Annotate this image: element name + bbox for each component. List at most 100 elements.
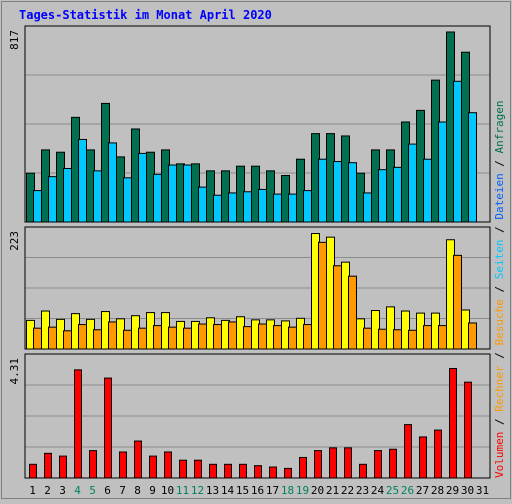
bar-besuche-24 (378, 328, 387, 350)
x-tick-label: 15 (236, 484, 249, 497)
bar-besuche-28 (438, 325, 447, 350)
ymax-label: 4.31 (8, 358, 21, 385)
legend-besuche: Besuche (493, 299, 506, 345)
bar-besuche-20 (318, 241, 327, 350)
bar-besuche-9 (153, 325, 162, 350)
bar-dateien-5 (93, 170, 102, 223)
bar-volumen-15 (239, 463, 247, 479)
bar-besuche-15 (243, 326, 252, 350)
bar-volumen-19 (299, 456, 307, 479)
x-tick-label: 24 (371, 484, 385, 497)
x-tick-label: 16 (251, 484, 264, 497)
x-tick-label: 1 (29, 484, 36, 497)
bar-dateien-26 (408, 143, 417, 223)
bar-besuche-6 (108, 321, 117, 350)
bar-volumen-20 (314, 450, 322, 479)
bar-dateien-29 (453, 80, 462, 223)
x-tick-label: 12 (191, 484, 204, 497)
bar-volumen-9 (149, 455, 157, 479)
legend-seiten: Seiten (493, 240, 506, 280)
bar-volumen-30 (464, 381, 472, 479)
bar-dateien-7 (123, 177, 132, 223)
bar-dateien-1 (33, 190, 42, 223)
legend-volumen: Volumen (493, 432, 506, 478)
panel-frame (24, 25, 491, 223)
x-tick-label: 26 (401, 484, 414, 497)
bar-dateien-11 (183, 164, 192, 223)
legend-rechner: Rechner (493, 365, 506, 412)
ymax-label: 817 (8, 30, 21, 50)
bar-dateien-28 (438, 121, 447, 223)
x-tick-label: 10 (161, 484, 174, 497)
x-tick-label: 27 (416, 484, 429, 497)
bar-dateien-15 (243, 191, 252, 223)
bar-besuche-16 (258, 323, 267, 350)
legend-dateien: Dateien (493, 173, 506, 219)
bar-besuche-22 (348, 275, 357, 350)
x-tick-label: 20 (311, 484, 324, 497)
bar-volumen-24 (374, 450, 382, 479)
bar-besuche-5 (93, 329, 102, 350)
bar-dateien-25 (393, 166, 402, 223)
bar-besuche-11 (183, 327, 192, 350)
x-tick-label: 31 (476, 484, 489, 497)
bar-dateien-23 (363, 192, 372, 223)
x-tick-label: 14 (221, 484, 235, 497)
side-legend: Volumen / Rechner / Besuche / Seiten / D… (493, 100, 506, 478)
bar-volumen-3 (59, 455, 67, 479)
x-tick-label: 23 (356, 484, 369, 497)
bar-dateien-3 (63, 168, 72, 223)
bar-besuche-8 (138, 327, 147, 350)
bar-besuche-29 (453, 254, 462, 350)
legend-separator: / (493, 220, 506, 240)
bar-volumen-1 (29, 463, 37, 479)
bar-volumen-12 (194, 459, 202, 479)
bar-volumen-29 (449, 367, 457, 479)
bar-volumen-6 (104, 377, 112, 479)
x-tick-label: 6 (104, 484, 111, 497)
bar-dateien-12 (198, 186, 207, 223)
bar-volumen-2 (44, 452, 52, 479)
bar-dateien-4 (78, 138, 87, 223)
chart-title: Tages-Statistik im Monat April 2020 (19, 8, 272, 22)
x-tick-label: 8 (134, 484, 141, 497)
bar-volumen-10 (164, 451, 172, 479)
bar-besuche-3 (63, 330, 72, 350)
bar-besuche-23 (363, 327, 372, 350)
x-tick-label: 17 (266, 484, 279, 497)
bar-dateien-19 (303, 190, 312, 223)
bar-besuche-26 (408, 329, 417, 350)
bar-dateien-13 (213, 194, 222, 223)
bar-besuche-30 (468, 322, 477, 350)
bar-dateien-30 (468, 112, 477, 223)
bar-volumen-4 (74, 369, 82, 479)
bar-besuche-2 (48, 326, 57, 350)
bar-besuche-7 (123, 329, 132, 350)
legend-separator: / (493, 346, 506, 366)
bar-volumen-28 (434, 429, 442, 479)
x-tick-label: 13 (206, 484, 219, 497)
panel-frame (24, 226, 491, 350)
bar-besuche-4 (78, 324, 87, 350)
legend-anfragen: Anfragen (493, 100, 506, 153)
x-tick-label: 29 (446, 484, 459, 497)
bar-dateien-27 (423, 158, 432, 223)
bar-dateien-18 (288, 193, 297, 223)
legend-separator: / (493, 412, 506, 432)
ymax-label: 223 (8, 231, 21, 251)
bar-dateien-17 (273, 193, 282, 223)
x-tick-label: 7 (119, 484, 126, 497)
bar-dateien-10 (168, 164, 177, 223)
bar-dateien-8 (138, 152, 147, 223)
bar-besuche-12 (198, 323, 207, 350)
bar-besuche-27 (423, 325, 432, 350)
bar-dateien-6 (108, 142, 117, 223)
bar-dateien-9 (153, 173, 162, 223)
bar-besuche-21 (333, 265, 342, 350)
bar-besuche-14 (228, 321, 237, 350)
bar-volumen-11 (179, 459, 187, 479)
bar-besuche-1 (33, 327, 42, 350)
bar-volumen-22 (344, 447, 352, 479)
bar-volumen-16 (254, 465, 262, 479)
